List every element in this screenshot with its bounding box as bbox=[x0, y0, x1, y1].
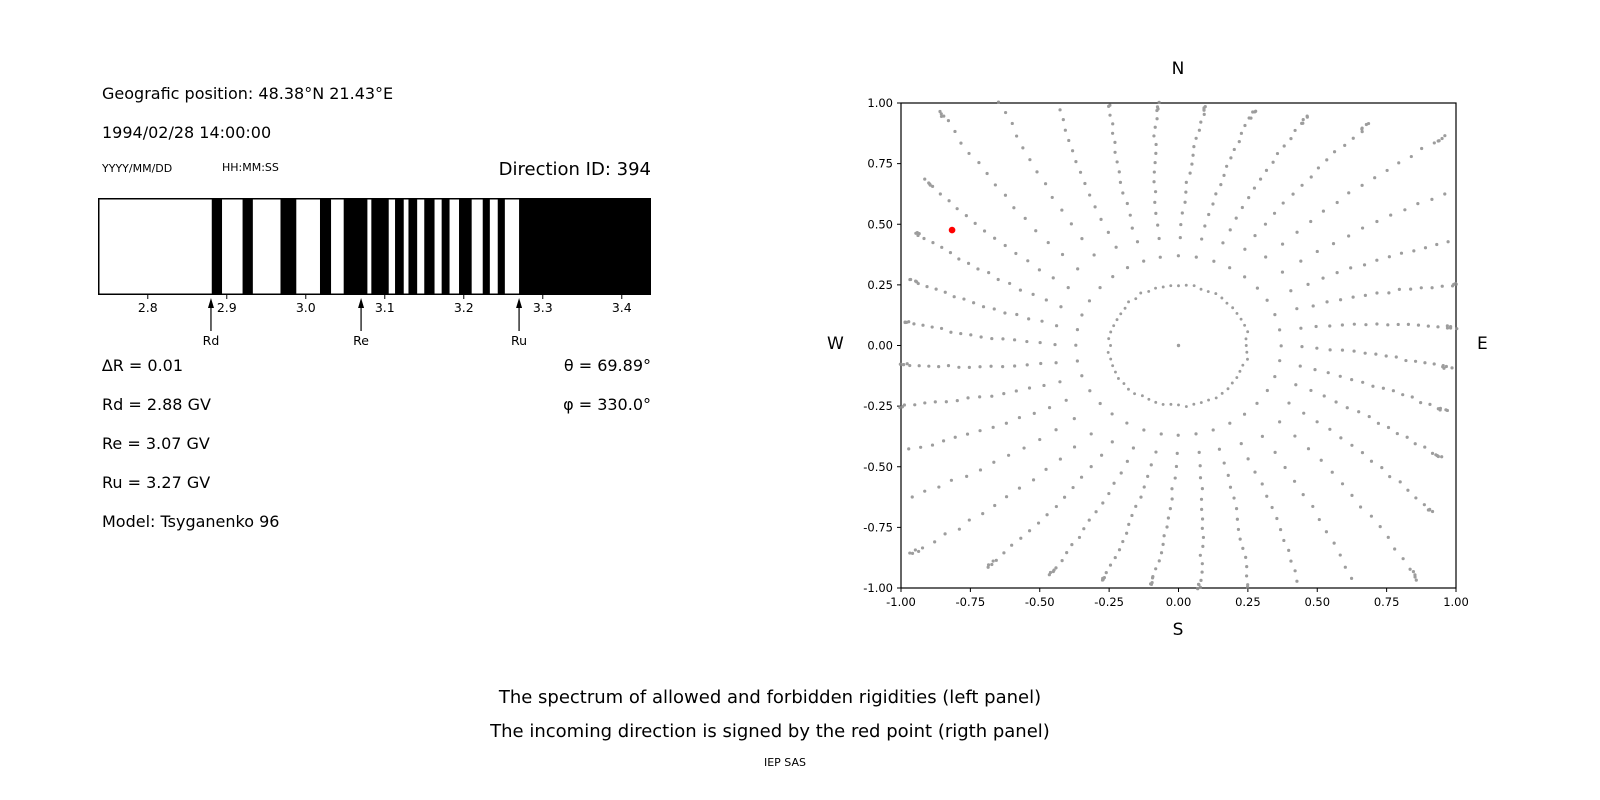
compass-west-label: W bbox=[827, 334, 844, 354]
x-tick-label: 3.1 bbox=[375, 300, 395, 315]
re-text: Re = 3.07 GV bbox=[102, 434, 210, 453]
x-tick-label: 0.25 bbox=[1235, 595, 1261, 609]
forbidden-band bbox=[519, 199, 651, 294]
y-tick-label: 0.50 bbox=[867, 217, 893, 231]
forbidden-band bbox=[343, 199, 368, 294]
direction-id-text: Direction ID: 394 bbox=[498, 159, 651, 180]
phi-text: φ = 330.0° bbox=[563, 395, 651, 414]
x-tick-label: 3.3 bbox=[533, 300, 553, 315]
y-tick-label: 0.75 bbox=[867, 157, 893, 171]
rigidity-spectrum-chart: 2.8 2.9 3.0 3.1 3.2 3.3 3.4 Rd Re Ru bbox=[98, 198, 651, 348]
marker-label: Ru bbox=[511, 333, 527, 348]
marker-label: Rd bbox=[203, 333, 220, 348]
y-tick-label: -0.75 bbox=[863, 520, 893, 534]
compass-north-label: N bbox=[1171, 59, 1185, 79]
forbidden-band bbox=[441, 199, 450, 294]
ru-text: Ru = 3.27 GV bbox=[102, 473, 211, 492]
forbidden-band bbox=[319, 199, 332, 294]
x-tick-label: 0.75 bbox=[1374, 595, 1400, 609]
x-tick-label: -0.25 bbox=[1094, 595, 1124, 609]
forbidden-band bbox=[242, 199, 253, 294]
y-tick-label: 0.25 bbox=[867, 278, 893, 292]
rd-text: Rd = 2.88 GV bbox=[102, 395, 211, 414]
x-tick-label: 3.2 bbox=[454, 300, 474, 315]
forbidden-band bbox=[497, 199, 505, 294]
x-tick-label: -0.50 bbox=[1025, 595, 1055, 609]
compass-south-label: S bbox=[1172, 620, 1184, 640]
marker-arrow-head bbox=[207, 298, 214, 308]
delta-r-text: ∆R = 0.01 bbox=[102, 356, 184, 375]
x-tick-label: 3.0 bbox=[296, 300, 316, 315]
forbidden-band bbox=[211, 199, 223, 294]
marker-arrow-head bbox=[516, 298, 523, 308]
geo-position-text: Geografic position: 48.38°N 21.43°E bbox=[102, 84, 394, 103]
x-tick-label: -1.00 bbox=[886, 595, 916, 609]
compass-east-label: E bbox=[1477, 334, 1488, 354]
red-direction-point bbox=[948, 226, 956, 234]
forbidden-band bbox=[459, 199, 472, 294]
asymptotic-direction-chart: -1.00 -0.75 -0.50 -0.25 0.00 0.25 0.50 0.75 1.00… bbox=[863, 96, 1469, 609]
caption-line-1: The spectrum of allowed and forbidden ri… bbox=[498, 687, 1042, 708]
forbidden-band bbox=[280, 199, 297, 294]
forbidden-bands bbox=[211, 199, 651, 294]
date-format-label: YYYY/MM/DD bbox=[102, 162, 173, 175]
x-tick-label: 2.9 bbox=[217, 300, 237, 315]
y-tick-label: -1.00 bbox=[863, 581, 893, 595]
forbidden-band bbox=[408, 199, 418, 294]
x-tick-label: -0.75 bbox=[955, 595, 985, 609]
forbidden-band bbox=[371, 199, 389, 294]
x-tick-label: 3.4 bbox=[612, 300, 632, 315]
theta-text: θ = 69.89° bbox=[563, 356, 651, 375]
forbidden-band bbox=[395, 199, 404, 294]
y-tick-label: -0.25 bbox=[863, 399, 893, 413]
marker-label: Re bbox=[353, 333, 369, 348]
y-tick-label: 1.00 bbox=[867, 96, 893, 110]
caption-line-2: The incoming direction is signed by the … bbox=[490, 721, 1050, 742]
datetime-text: 1994/02/28 14:00:00 bbox=[102, 123, 272, 142]
forbidden-band bbox=[424, 199, 435, 294]
x-tick-label: 1.00 bbox=[1443, 595, 1469, 609]
direction-dots bbox=[898, 100, 1459, 591]
marker-arrow-head bbox=[358, 298, 365, 308]
x-tick-label: 0.00 bbox=[1166, 595, 1192, 609]
footer-credit-text: IEP SAS bbox=[763, 756, 807, 769]
y-tick-label: 0.00 bbox=[867, 339, 893, 353]
x-tick-label: 2.8 bbox=[138, 300, 158, 315]
y-tick-label: -0.50 bbox=[863, 460, 893, 474]
x-tick-label: 0.50 bbox=[1304, 595, 1330, 609]
time-format-label: HH:MM:SS bbox=[222, 161, 279, 174]
forbidden-band bbox=[482, 199, 490, 294]
model-text: Model: Tsyganenko 96 bbox=[102, 512, 280, 531]
